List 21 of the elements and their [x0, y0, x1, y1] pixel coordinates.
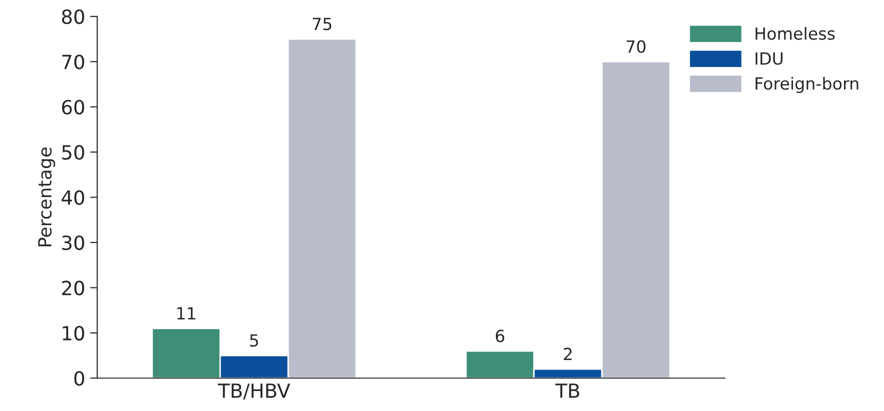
y-tick-label: 60	[62, 100, 84, 115]
y-tick-label: 50	[62, 145, 84, 160]
data-label: 2	[564, 348, 572, 360]
y-tick-label: 80	[62, 9, 84, 24]
legend-label: Homeless	[756, 26, 835, 40]
data-label: 6	[496, 330, 504, 342]
data-label: 75	[312, 18, 332, 30]
y-axis-title: Percentage	[38, 147, 56, 246]
legend-label: Foreign-born	[756, 76, 858, 94]
y-tick-label: 20	[62, 280, 84, 296]
y-tick-label: 70	[62, 54, 84, 70]
data-label: 5	[250, 334, 258, 347]
x-tick-label: TB	[555, 384, 580, 398]
x-tick-label: TB/HBV	[218, 384, 290, 400]
legend-label: IDU	[756, 52, 783, 65]
y-tick-label: 30	[62, 235, 84, 250]
y-tick-label: 40	[62, 190, 84, 205]
y-tick-label: 0	[74, 371, 84, 386]
data-label: 11	[177, 307, 196, 320]
y-tick-label: 10	[62, 326, 84, 341]
data-label: 70	[626, 40, 646, 53]
